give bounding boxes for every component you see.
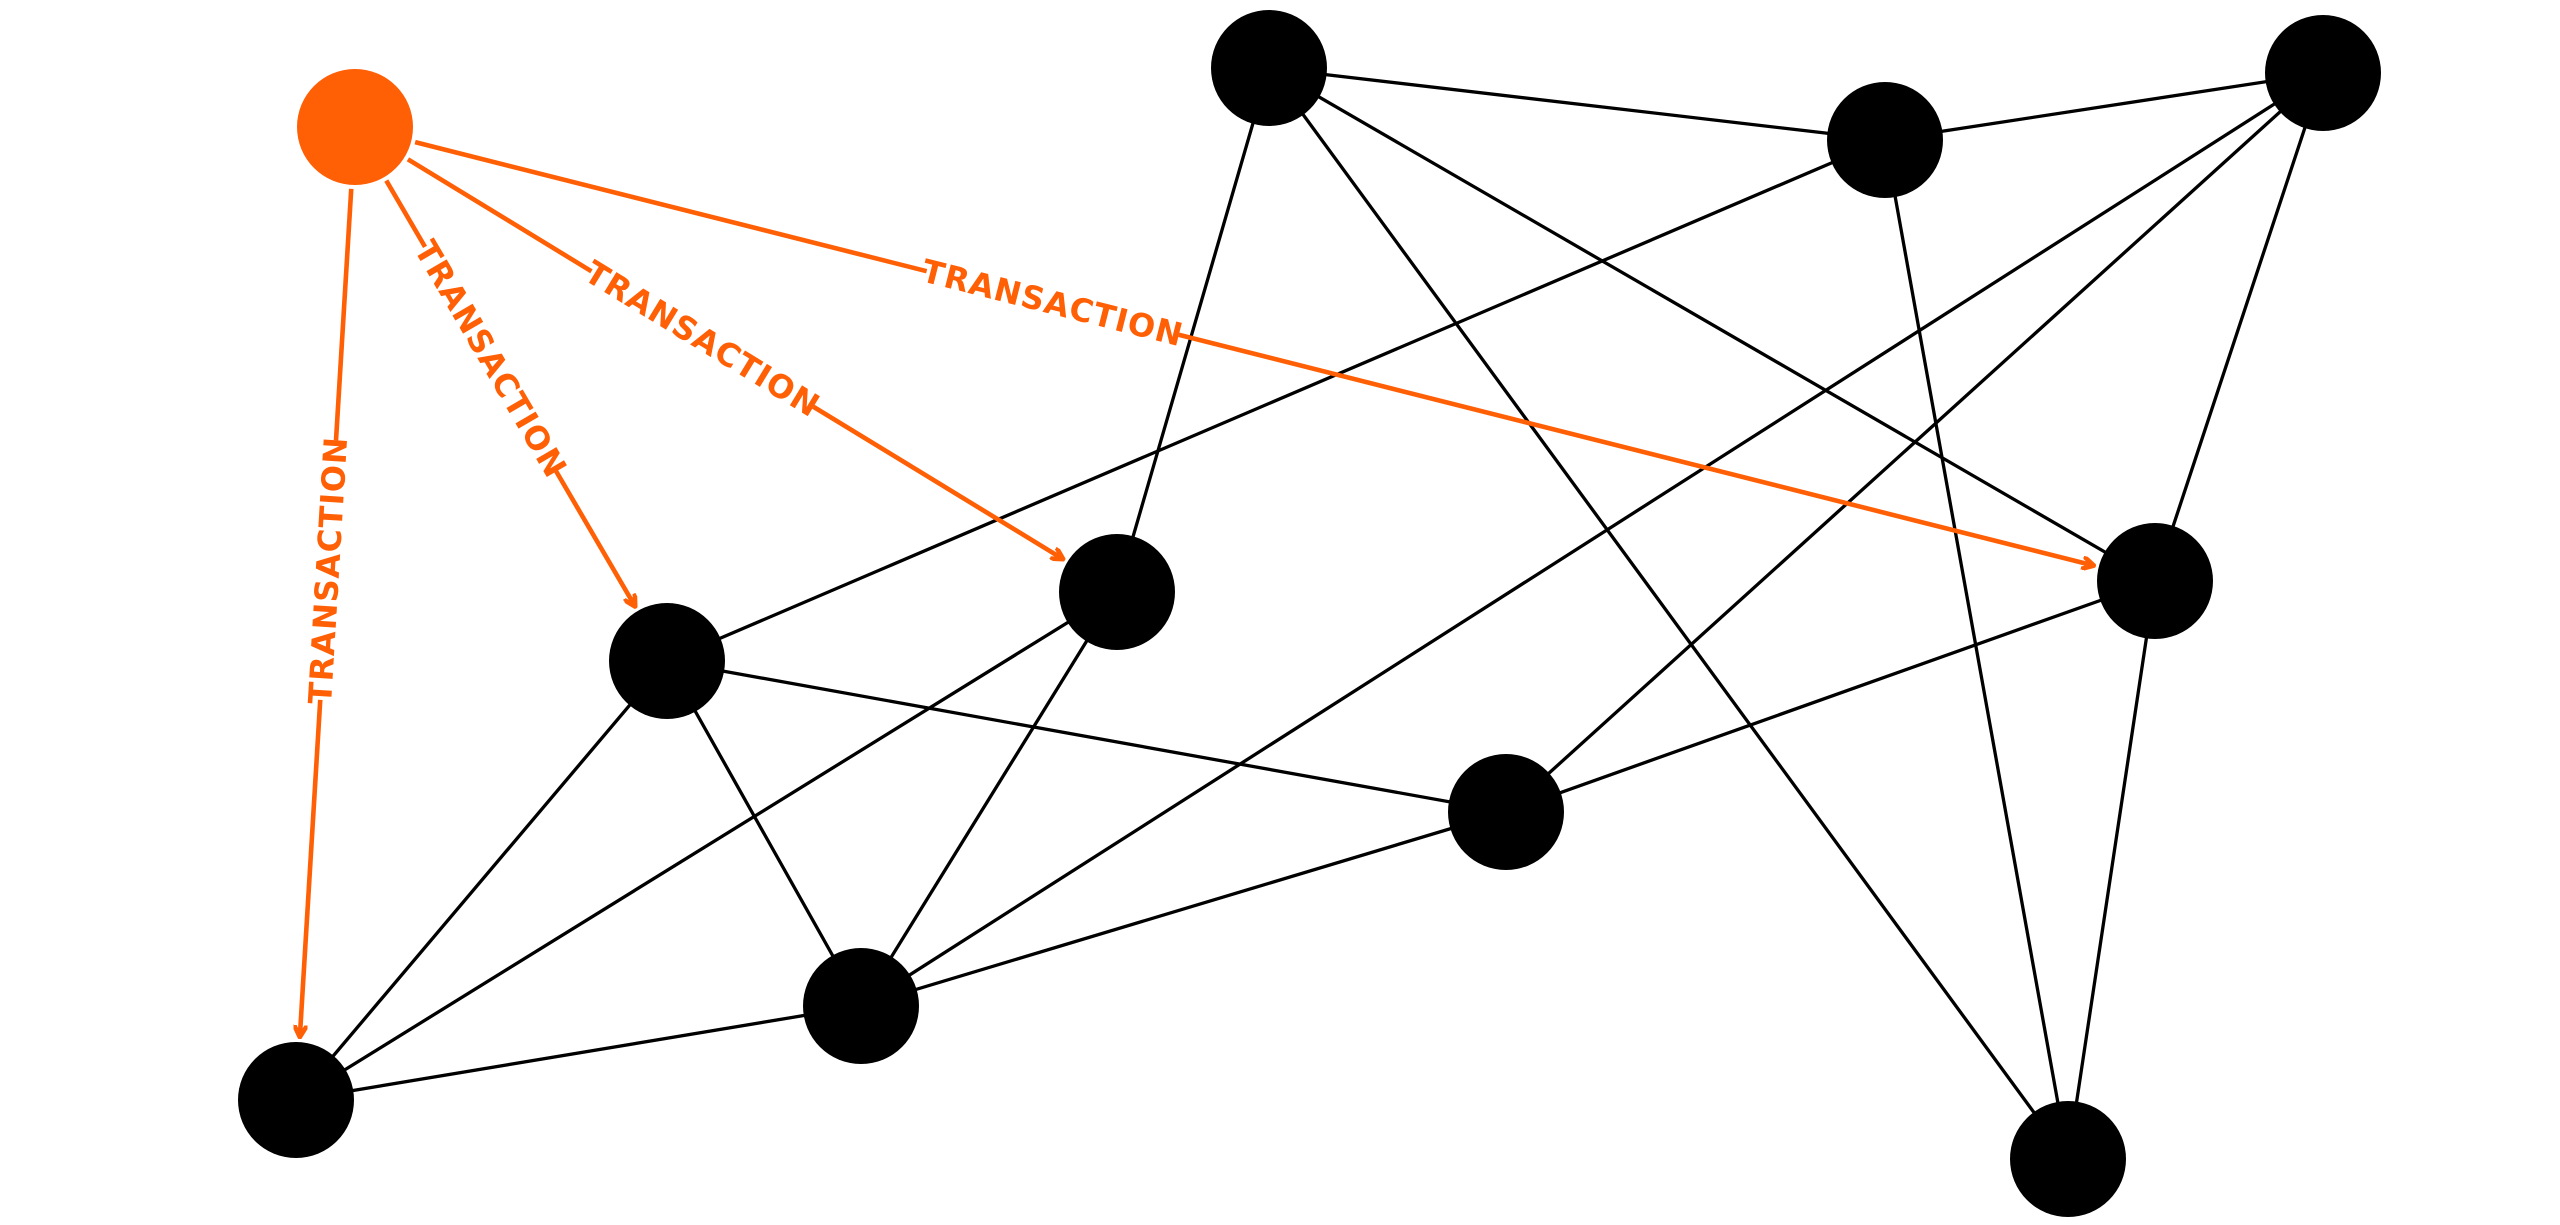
transaction-edge-n2-segment-start	[384, 179, 428, 249]
node-n6[interactable]	[1448, 754, 1564, 870]
edge-n5-n9	[1268, 66, 2156, 583]
node-n5[interactable]	[1211, 10, 1327, 126]
node-n7[interactable]	[1827, 82, 1943, 198]
node-n8[interactable]	[2265, 15, 2381, 131]
edge-n8-n4	[860, 71, 2324, 1008]
transaction-edge-n9-segment-start	[414, 139, 928, 274]
edge-n7-n10	[1883, 139, 2070, 1160]
edge-n9-n6	[1505, 579, 2156, 814]
edge-n7-n2	[666, 138, 1886, 663]
node-n2[interactable]	[609, 603, 725, 719]
node-n9[interactable]	[2097, 523, 2213, 639]
nodes	[238, 10, 2381, 1217]
edge-n2-n6	[666, 659, 1507, 814]
transaction-edge-n9-segment-end	[1178, 332, 2093, 566]
transaction-edge-n3-segment-end	[300, 699, 323, 1036]
plain-edges	[294, 66, 2325, 1160]
transaction-edge-n1-segment-end	[812, 404, 1062, 559]
transaction-label-n2: TRANSACTION	[407, 234, 575, 485]
node-n3[interactable]	[238, 1042, 354, 1158]
node-n1[interactable]	[1059, 534, 1175, 650]
source-node[interactable]	[297, 69, 413, 185]
node-n4[interactable]	[803, 948, 919, 1064]
edge-n5-n1	[1115, 67, 1271, 593]
transaction-label-n1: TRANSACTION	[578, 253, 827, 425]
transaction-label-n3: TRANSACTION	[301, 435, 355, 705]
edge-n1-n4	[859, 591, 1119, 1007]
transaction-edges	[300, 139, 2093, 1036]
edge-n9-n10	[2066, 580, 2157, 1160]
node-n10[interactable]	[2010, 1101, 2126, 1217]
edge-n5-n11	[1267, 67, 2070, 1160]
edge-n5-n7	[1268, 66, 1886, 142]
transaction-edge-n2-segment-end	[554, 470, 635, 605]
edge-n2-n4	[665, 660, 863, 1007]
edge-n8-n6	[1504, 71, 2325, 814]
edge-n3-n4	[295, 1004, 862, 1102]
transaction-edge-n1-segment-start	[406, 157, 593, 274]
edge-n7-n8	[1884, 71, 2324, 142]
transaction-label-n9: TRANSACTION	[918, 252, 1187, 354]
transaction-edge-n3-segment-start	[333, 188, 354, 441]
edge-n2-n3	[294, 659, 669, 1102]
edge-n4-n6	[860, 810, 1507, 1008]
edge-n8-n9	[2153, 72, 2325, 582]
edge-n1-n3	[295, 590, 1118, 1102]
